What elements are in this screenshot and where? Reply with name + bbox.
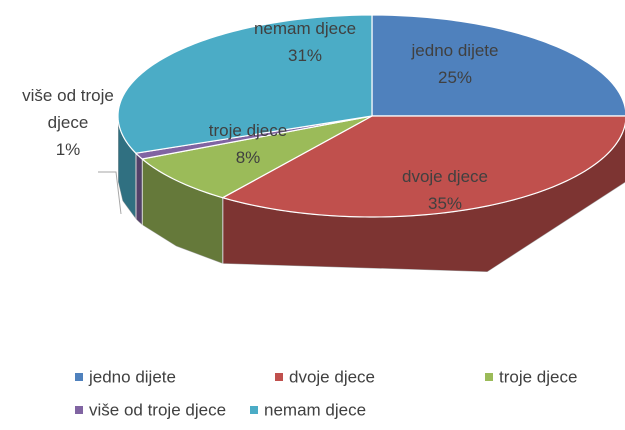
legend-swatch: [485, 373, 493, 381]
legend-swatch: [275, 373, 283, 381]
slice-side-shade: [118, 116, 136, 220]
legend-label: nemam djece: [264, 400, 366, 419]
legend-label: dvoje djece: [289, 367, 375, 386]
slice-side-shade: [222, 124, 625, 272]
legend-swatch: [75, 406, 83, 414]
label-name: nemam djece: [253, 19, 357, 38]
data-label: dvoje djece 35%: [401, 167, 488, 213]
legend-swatch: [75, 373, 83, 381]
data-label: troje djece 8%: [208, 121, 288, 167]
label-value: 1%: [55, 140, 81, 159]
label-value: 25%: [437, 68, 473, 87]
label-value: 8%: [235, 148, 261, 167]
label-name: troje djece: [208, 121, 288, 140]
label-value: 35%: [427, 194, 463, 213]
slice: [221, 115, 625, 218]
legend-swatch: [250, 406, 258, 414]
slice: [140, 115, 373, 199]
data-label: jedno dijete 25%: [411, 41, 499, 87]
slice: [371, 14, 625, 117]
legend-label: jedno dijete: [88, 367, 176, 386]
leader-line: [98, 171, 122, 215]
slice-side-shade: [135, 153, 143, 225]
slice-side-shade: [142, 159, 223, 264]
label-name: više od troje djece: [22, 86, 114, 132]
data-label: više od troje djece 1%: [22, 86, 114, 159]
label-name: jedno dijete: [411, 41, 499, 60]
label-name: dvoje djece: [401, 167, 488, 186]
label-value: 31%: [287, 46, 323, 65]
legend-label: više od troje djece: [89, 400, 226, 419]
legend-label: troje djece: [499, 367, 577, 386]
data-label: nemam djece 31%: [253, 19, 357, 65]
slice: [117, 14, 373, 154]
